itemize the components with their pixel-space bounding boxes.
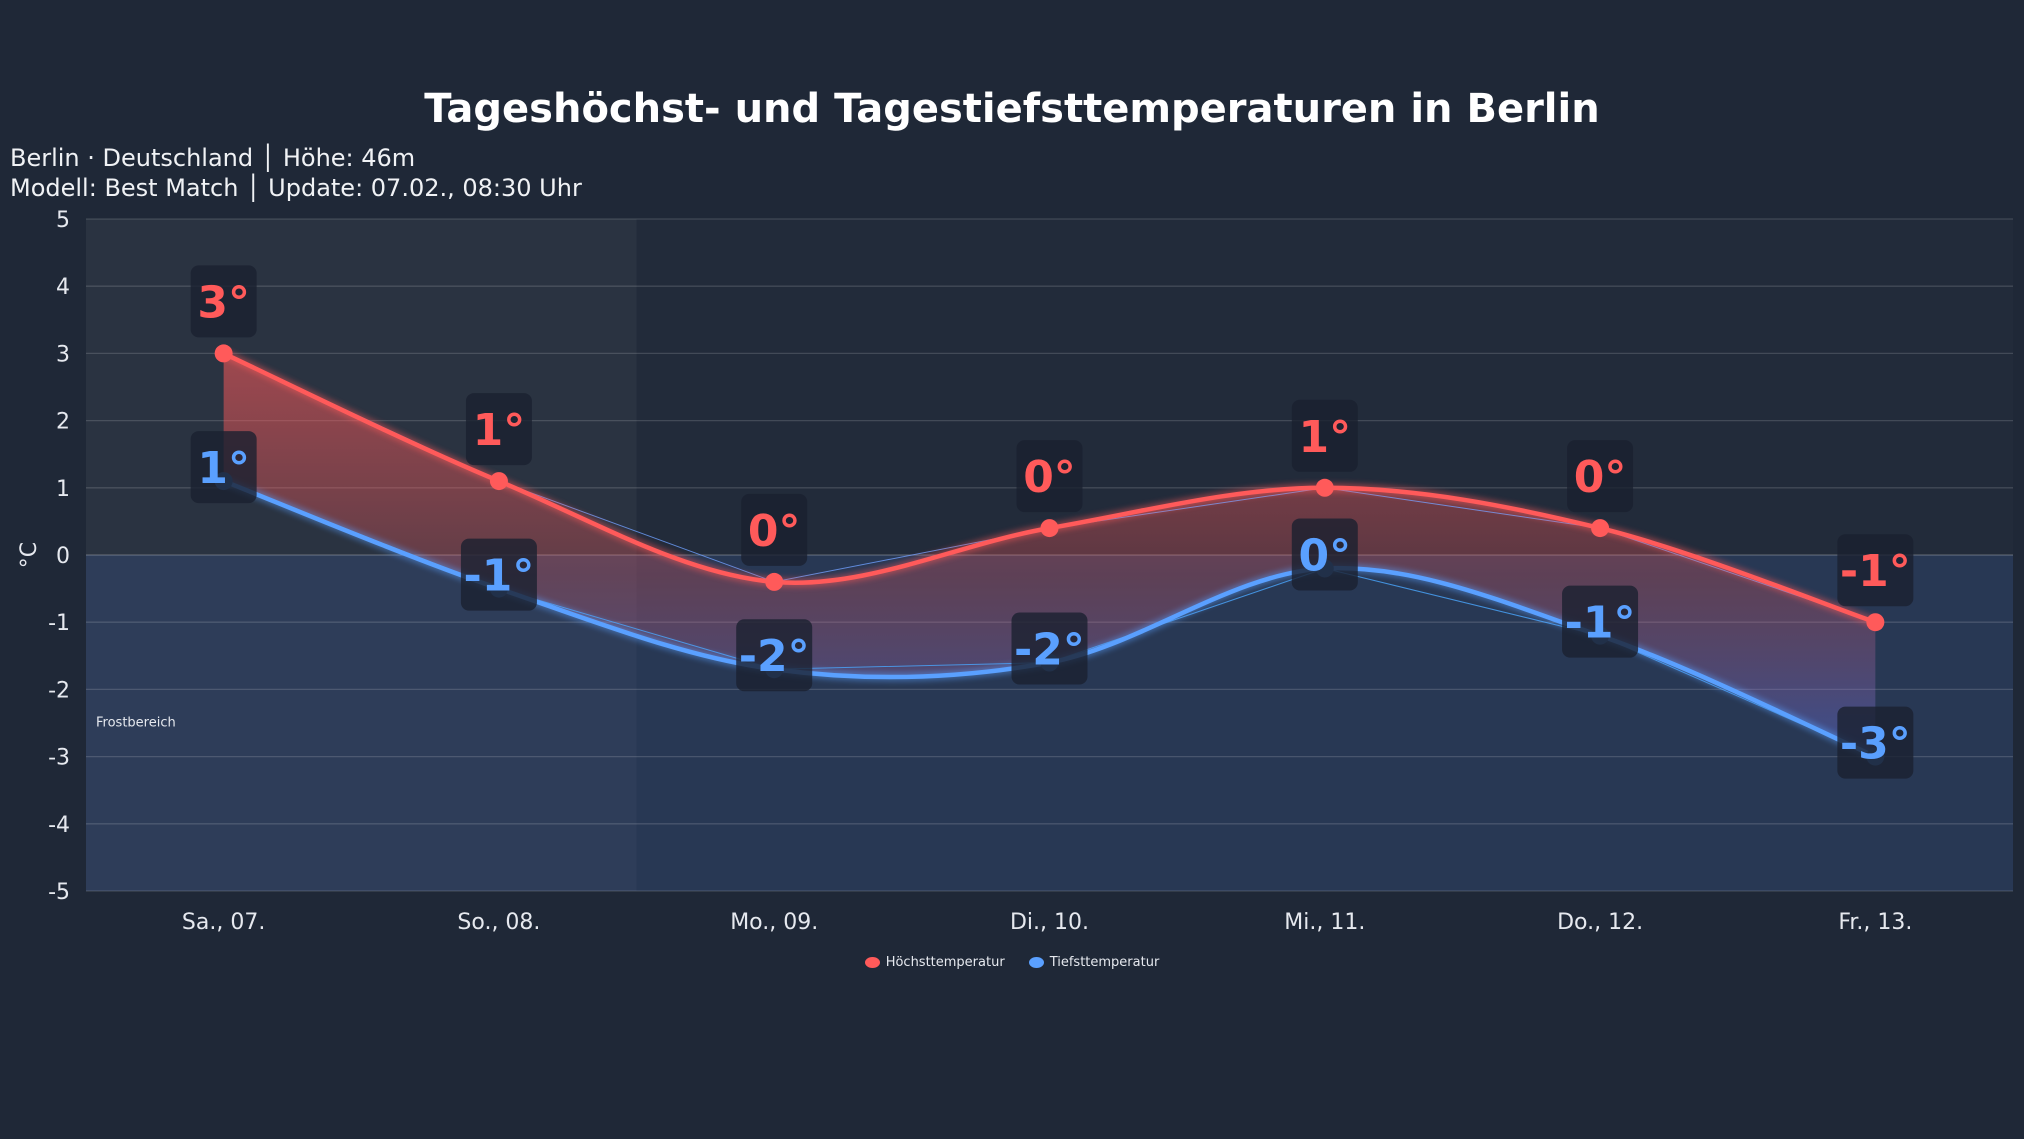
data-label-text: -3°: [1840, 719, 1911, 770]
data-label-box: [1837, 706, 1914, 779]
data-label-text: 0°: [1574, 452, 1627, 503]
subtitle-model: Modell: Best Match │ Update: 07.02., 08:…: [10, 174, 582, 202]
data-label-box: [1291, 518, 1358, 591]
data-label-box: [1837, 534, 1914, 607]
data-label-text: -1°: [1565, 598, 1636, 649]
data-label-high: 0°: [1016, 440, 1083, 513]
data-label-box: [1011, 612, 1088, 685]
data-label-text: -2°: [739, 631, 810, 682]
data-label-box: [465, 393, 532, 466]
x-tick-label: So., 08.: [457, 910, 540, 935]
y-axis-label: °C: [17, 542, 42, 568]
data-label-high: 1°: [1291, 399, 1358, 472]
x-tick-label: Do., 12.: [1557, 910, 1643, 935]
legend-high-marker-icon: [864, 957, 880, 968]
data-label-low: -2°: [1011, 612, 1088, 685]
y-tick-label: 4: [56, 275, 70, 300]
data-label-high: 0°: [1567, 440, 1634, 513]
data-label-text: 1°: [197, 443, 250, 494]
data-point-high: [214, 344, 233, 363]
data-label-text: 1°: [473, 405, 526, 456]
data-label-box: [1291, 399, 1358, 472]
data-label-text: -1°: [463, 551, 534, 602]
data-label-low: -2°: [736, 619, 813, 692]
data-label-low: 1°: [190, 431, 257, 504]
data-point-high: [1866, 613, 1885, 632]
data-label-text: 0°: [1023, 452, 1076, 503]
legend: Höchsttemperatur Tiefsttemperatur: [0, 955, 2024, 970]
data-label-high: 3°: [190, 265, 257, 338]
data-label-box: [460, 538, 537, 611]
data-label-high: 1°: [465, 393, 532, 466]
y-tick-label: -1: [48, 611, 70, 636]
data-label-low: -1°: [460, 538, 537, 611]
y-tick-label: 5: [56, 208, 70, 233]
data-point-high: [1315, 478, 1334, 497]
data-label-text: -2°: [1014, 625, 1085, 676]
data-label-low: -1°: [1562, 585, 1639, 658]
data-label-text: -1°: [1840, 546, 1911, 597]
data-label-box: [190, 431, 257, 504]
x-tick-label: Fr., 13.: [1838, 910, 1912, 935]
y-tick-label: -4: [48, 813, 70, 838]
chart-title: Tageshöchst- und Tagestiefsttemperaturen…: [424, 86, 1600, 132]
frost-zone-label: Frostbereich: [96, 715, 176, 730]
data-label-low: -3°: [1837, 706, 1914, 779]
data-label-text: 0°: [1298, 530, 1351, 581]
legend-item-low[interactable]: Tiefsttemperatur: [1028, 955, 1160, 970]
y-tick-label: -5: [48, 880, 70, 905]
legend-low-label: Tiefsttemperatur: [1049, 955, 1160, 970]
y-tick-label: -2: [48, 678, 70, 703]
x-tick-label: Sa., 07.: [182, 910, 265, 935]
data-label-box: [1016, 440, 1083, 513]
data-label-low: 0°: [1291, 518, 1358, 591]
data-label-box: [741, 493, 808, 566]
data-point-high: [765, 572, 784, 591]
data-point-high: [1591, 519, 1610, 538]
data-label-box: [190, 265, 257, 338]
range-area: [223, 353, 1876, 757]
x-tick-label: Mo., 09.: [730, 910, 818, 935]
subtitle-location: Berlin · Deutschland │ Höhe: 46m: [10, 144, 416, 172]
data-label-high: -1°: [1837, 534, 1914, 607]
data-label-text: 3°: [197, 277, 250, 328]
data-label-box: [1562, 585, 1639, 658]
data-label-text: 1°: [1298, 412, 1351, 463]
data-label-box: [1567, 440, 1634, 513]
x-tick-label: Mi., 11.: [1284, 910, 1365, 935]
y-tick-label: 1: [56, 477, 70, 502]
data-point-high: [489, 472, 508, 491]
data-label-text: 0°: [748, 506, 801, 557]
data-point-high: [1040, 519, 1059, 538]
y-tick-label: 2: [56, 410, 70, 435]
y-tick-label: 0: [56, 544, 70, 569]
data-label-box: [736, 619, 813, 692]
y-tick-label: -3: [48, 746, 70, 771]
legend-low-marker-icon: [1028, 957, 1044, 968]
legend-item-high[interactable]: Höchsttemperatur: [864, 955, 1005, 970]
y-tick-label: 3: [56, 342, 70, 367]
legend-high-label: Höchsttemperatur: [885, 955, 1005, 970]
data-label-high: 0°: [741, 493, 808, 566]
x-tick-label: Di., 10.: [1010, 910, 1089, 935]
